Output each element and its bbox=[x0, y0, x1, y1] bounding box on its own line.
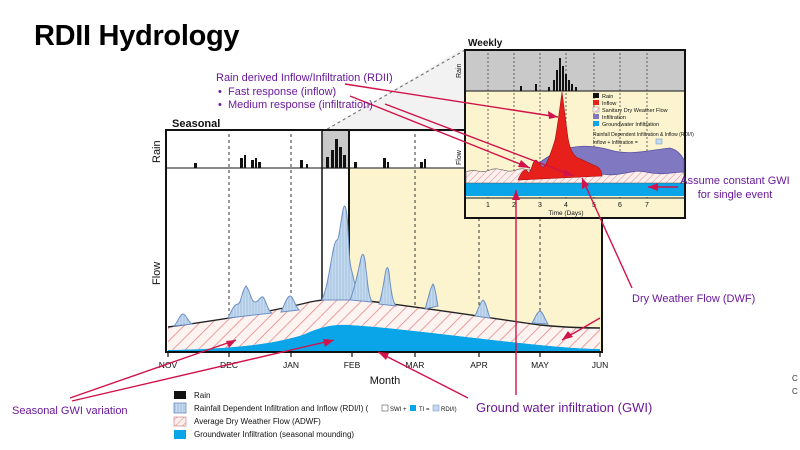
weekly-legend-item: Infiltration bbox=[602, 115, 626, 121]
arrow-seasonal-gwi-2 bbox=[71, 339, 335, 402]
bottom-legend: Rain Rainfall Dependent Infiltration and… bbox=[173, 391, 457, 439]
legend-swatch-rain bbox=[174, 391, 186, 399]
seasonal-flow-axis-label: Flow bbox=[151, 262, 163, 285]
legend-label-gwi: Groundwater Infiltration (seasonal mound… bbox=[194, 430, 354, 439]
constant-gwi-annotation: Assume constant GWI bbox=[680, 175, 789, 187]
weekly-legend-item: Inflow bbox=[602, 101, 616, 107]
arrow-rdii-to-peak bbox=[344, 83, 559, 118]
seasonal-x-ticks bbox=[167, 352, 601, 357]
weekly-legend-item: Groundwater Infiltration bbox=[602, 122, 659, 128]
weekly-legend-swatch-inflow bbox=[593, 100, 599, 105]
month-label: APR bbox=[470, 360, 487, 370]
arrowhead bbox=[562, 331, 573, 340]
rdii-bullet-medium: Medium response (infiltration) bbox=[228, 99, 373, 111]
annotation-lines bbox=[69, 83, 678, 402]
edge-note-line: C bbox=[792, 387, 798, 396]
arrowhead bbox=[512, 190, 520, 200]
weekly-inflow-area bbox=[517, 91, 603, 181]
weekly-legend-item: Rain bbox=[602, 94, 613, 100]
month-label: JAN bbox=[283, 360, 299, 370]
weekly-rain-zone bbox=[466, 51, 684, 91]
rdii-bullet-marker: • bbox=[218, 99, 222, 111]
rdii-heading-annotation: Rain derived Inflow/Infiltration (RDII) bbox=[216, 72, 393, 84]
legend-swatch-gwi bbox=[174, 430, 186, 439]
arrowhead bbox=[226, 340, 236, 348]
month-label: MAY bbox=[531, 360, 549, 370]
weekly-rain-axis-label: Rain bbox=[456, 63, 463, 78]
day-tick-label: 3 bbox=[538, 202, 542, 209]
arrow-gwi-seasonal bbox=[377, 351, 469, 399]
arrowhead bbox=[582, 178, 589, 189]
weekly-legend-swatch-gwi bbox=[593, 121, 599, 126]
weekly-legend-swatch-infiltration bbox=[593, 114, 599, 119]
legend-swatch-swi bbox=[381, 404, 389, 412]
seasonal-gwi-area bbox=[168, 324, 600, 352]
weekly-gwi-band bbox=[466, 183, 684, 196]
legend-label-rdii: Rainfall Dependent Infiltration and Infl… bbox=[194, 404, 369, 413]
month-label: NOV bbox=[159, 360, 178, 370]
day-tick-label: 7 bbox=[645, 202, 649, 209]
weekly-panel: 1 2 3 4 5 6 7 Time (Days) Weekly Rain Fl… bbox=[456, 38, 694, 219]
weekly-legend-formula-swatch bbox=[655, 138, 663, 145]
arrowhead bbox=[548, 111, 558, 119]
legend-formula-rdii: RDI/I) bbox=[441, 407, 457, 413]
arrow-seasonal-gwi-1 bbox=[69, 339, 237, 399]
annotation-arrowheads bbox=[226, 111, 658, 360]
arrowhead bbox=[648, 183, 658, 191]
weekly-legend-swatch-dwf bbox=[592, 106, 600, 113]
legend-swatch-rdii bbox=[173, 402, 187, 414]
weekly-legend-item: Sanitary Dry Weather Flow bbox=[602, 108, 668, 114]
day-tick-label: 1 bbox=[486, 202, 490, 209]
month-label: FEB bbox=[344, 360, 361, 370]
day-tick-label: 6 bbox=[618, 202, 622, 209]
page-title: RDII Hydrology bbox=[34, 20, 240, 52]
legend-formula-ti: TI = bbox=[419, 407, 430, 413]
arrowhead bbox=[378, 352, 389, 360]
weekly-legend-formula: Inflow + Infiltration = bbox=[593, 140, 638, 146]
weekly-panel-title: Weekly bbox=[468, 38, 503, 49]
arrowhead bbox=[563, 169, 574, 176]
day-tick-label: 4 bbox=[564, 202, 568, 209]
legend-label-adwf: Average Dry Weather Flow (ADWF) bbox=[194, 417, 321, 426]
edge-note: C C bbox=[792, 372, 798, 398]
dwf-annotation: Dry Weather Flow (DWF) bbox=[632, 293, 755, 305]
rdii-bullet-fast: Fast response (inflow) bbox=[228, 86, 336, 98]
legend-label-rain: Rain bbox=[194, 391, 210, 400]
weekly-legend-formula-title: Rainfall Dependent Infiltration & Inflow… bbox=[593, 132, 694, 138]
legend-swatch-adwf bbox=[173, 416, 187, 427]
arrow-medium-to-infiltration bbox=[384, 103, 575, 177]
arrowhead bbox=[323, 339, 334, 347]
seasonal-panel-title: Seasonal bbox=[172, 118, 220, 130]
weekly-x-axis-label: Time (Days) bbox=[548, 210, 583, 217]
seasonal-rdii-peaks bbox=[172, 205, 549, 327]
weekly-rain-bars bbox=[520, 58, 577, 91]
gwi-annotation: Ground water infiltration (GWI) bbox=[476, 400, 652, 415]
weekly-legend-swatch-rain bbox=[593, 93, 599, 98]
day-tick-label: 2 bbox=[512, 202, 516, 209]
rdii-bullet-marker: • bbox=[218, 86, 222, 98]
month-label: JUN bbox=[592, 360, 609, 370]
legend-swatch-ti bbox=[410, 405, 416, 411]
weekly-legend: Rain Inflow Sanitary Dry Weather Flow In… bbox=[592, 93, 694, 146]
annotation-texts: Rain derived Inflow/Infiltration (RDII) … bbox=[12, 72, 790, 417]
arrow-dwf bbox=[581, 177, 633, 289]
seasonal-gwi-annotation: Seasonal GWI variation bbox=[12, 405, 128, 417]
legend-formula-swi: SWI + bbox=[390, 407, 407, 413]
constant-gwi-annotation-2: for single event bbox=[698, 189, 773, 201]
arrow-fast-to-inflow bbox=[349, 95, 531, 169]
weekly-flow-axis-label: Flow bbox=[456, 149, 463, 165]
seasonal-adwf-area bbox=[168, 298, 600, 350]
legend-swatch-rdii-small bbox=[432, 404, 440, 412]
month-label: MAR bbox=[406, 360, 425, 370]
seasonal-rain-axis-label: Rain bbox=[151, 140, 163, 163]
seasonal-x-axis-label: Month bbox=[370, 375, 401, 387]
edge-note-line: C bbox=[792, 374, 798, 383]
arrowhead bbox=[518, 160, 530, 168]
